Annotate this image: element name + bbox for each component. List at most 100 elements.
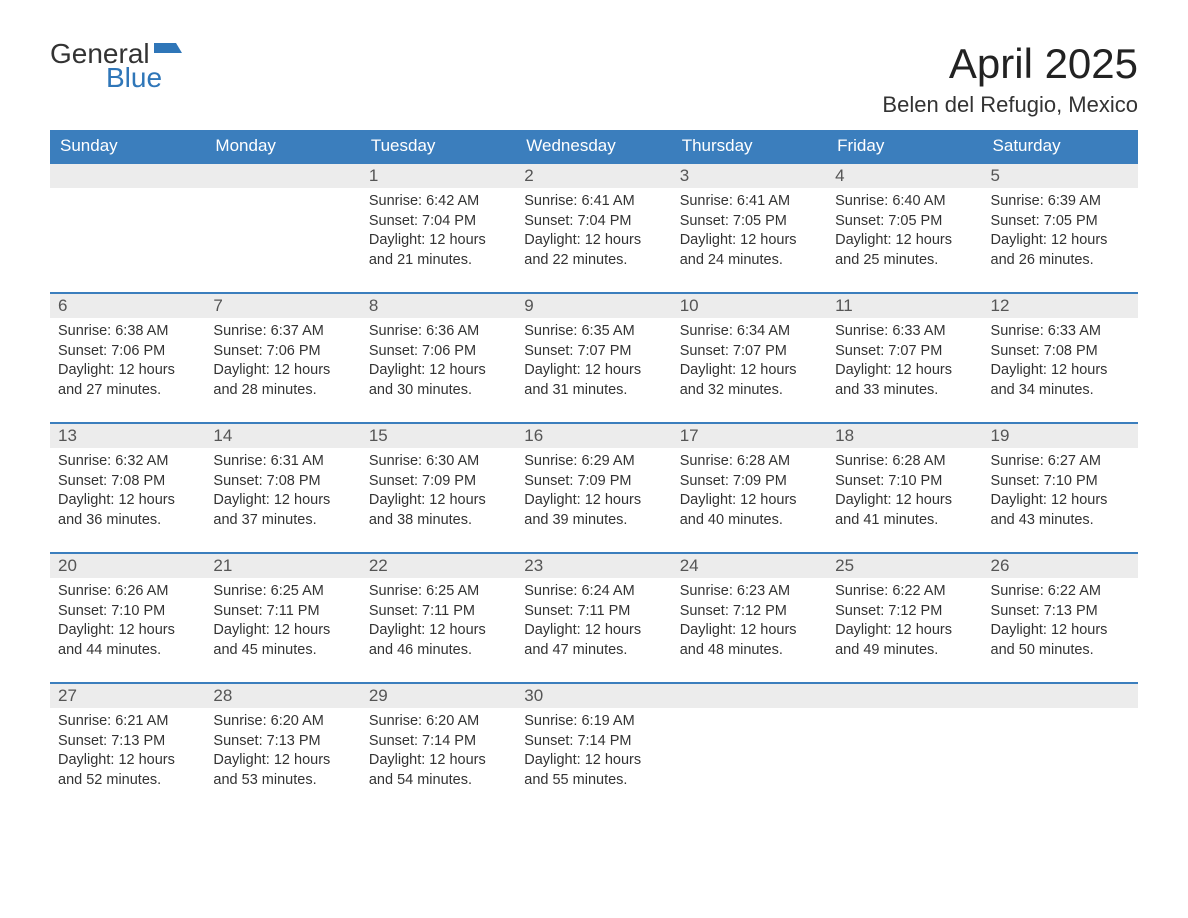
calendar-cell bbox=[827, 683, 982, 813]
day-details: Sunrise: 6:38 AMSunset: 7:06 PMDaylight:… bbox=[50, 318, 205, 408]
calendar-cell: 10Sunrise: 6:34 AMSunset: 7:07 PMDayligh… bbox=[672, 293, 827, 423]
sunrise-text: Sunrise: 6:25 AM bbox=[213, 582, 352, 602]
day-number: 20 bbox=[50, 554, 205, 578]
sunrise-text: Sunrise: 6:42 AM bbox=[369, 192, 508, 212]
sunset-text: Sunset: 7:10 PM bbox=[835, 472, 974, 492]
day-number bbox=[50, 164, 205, 188]
day-number bbox=[827, 684, 982, 708]
calendar-cell: 6Sunrise: 6:38 AMSunset: 7:06 PMDaylight… bbox=[50, 293, 205, 423]
day-details: Sunrise: 6:23 AMSunset: 7:12 PMDaylight:… bbox=[672, 578, 827, 668]
day-number: 18 bbox=[827, 424, 982, 448]
day-details: Sunrise: 6:41 AMSunset: 7:04 PMDaylight:… bbox=[516, 188, 671, 278]
day-number: 3 bbox=[672, 164, 827, 188]
sunrise-text: Sunrise: 6:30 AM bbox=[369, 452, 508, 472]
day-number: 19 bbox=[983, 424, 1138, 448]
daylight-text: Daylight: 12 hours and 44 minutes. bbox=[58, 621, 197, 660]
day-details: Sunrise: 6:31 AMSunset: 7:08 PMDaylight:… bbox=[205, 448, 360, 538]
sunrise-text: Sunrise: 6:31 AM bbox=[213, 452, 352, 472]
day-details: Sunrise: 6:29 AMSunset: 7:09 PMDaylight:… bbox=[516, 448, 671, 538]
calendar-cell: 24Sunrise: 6:23 AMSunset: 7:12 PMDayligh… bbox=[672, 553, 827, 683]
sunrise-text: Sunrise: 6:39 AM bbox=[991, 192, 1130, 212]
sunset-text: Sunset: 7:08 PM bbox=[213, 472, 352, 492]
calendar-cell: 18 Sunrise: 6:28 AMSunset: 7:10 PMDayligh… bbox=[827, 423, 982, 553]
day-details: Sunrise: 6:33 AMSunset: 7:07 PMDaylight:… bbox=[827, 318, 982, 408]
calendar-cell: 15Sunrise: 6:30 AMSunset: 7:09 PMDayligh… bbox=[361, 423, 516, 553]
daylight-text: Daylight: 12 hours and 39 minutes. bbox=[524, 491, 663, 530]
weekday-header-row: Sunday Monday Tuesday Wednesday Thursday… bbox=[50, 130, 1138, 163]
sunset-text: Sunset: 7:12 PM bbox=[835, 602, 974, 622]
sunrise-text: Sunrise: 6:27 AM bbox=[991, 452, 1130, 472]
daylight-text: Daylight: 12 hours and 41 minutes. bbox=[835, 491, 974, 530]
day-number: 22 bbox=[361, 554, 516, 578]
calendar-cell: 25Sunrise: 6:22 AMSunset: 7:12 PMDayligh… bbox=[827, 553, 982, 683]
day-number: 23 bbox=[516, 554, 671, 578]
sunset-text: Sunset: 7:07 PM bbox=[835, 342, 974, 362]
sunrise-text: Sunrise: 6:38 AM bbox=[58, 322, 197, 342]
title-block: April 2025 Belen del Refugio, Mexico bbox=[882, 40, 1138, 118]
calendar-cell bbox=[50, 163, 205, 293]
daylight-text: Daylight: 12 hours and 43 minutes. bbox=[991, 491, 1130, 530]
day-number: 15 bbox=[361, 424, 516, 448]
daylight-text: Daylight: 12 hours and 55 minutes. bbox=[524, 751, 663, 790]
sunrise-text: Sunrise: 6:19 AM bbox=[524, 712, 663, 732]
sunrise-text: Sunrise: 6:32 AM bbox=[58, 452, 197, 472]
day-details: Sunrise: 6:35 AMSunset: 7:07 PMDaylight:… bbox=[516, 318, 671, 408]
sunrise-text: Sunrise: 6:20 AM bbox=[369, 712, 508, 732]
calendar-cell: 21Sunrise: 6:25 AMSunset: 7:11 PMDayligh… bbox=[205, 553, 360, 683]
sunset-text: Sunset: 7:13 PM bbox=[213, 732, 352, 752]
sunset-text: Sunset: 7:05 PM bbox=[991, 212, 1130, 232]
sunset-text: Sunset: 7:10 PM bbox=[991, 472, 1130, 492]
sunrise-text: Sunrise: 6:41 AM bbox=[524, 192, 663, 212]
calendar-week-row: 20Sunrise: 6:26 AMSunset: 7:10 PMDayligh… bbox=[50, 553, 1138, 683]
calendar-cell: 29Sunrise: 6:20 AMSunset: 7:14 PMDayligh… bbox=[361, 683, 516, 813]
calendar-cell: 11Sunrise: 6:33 AMSunset: 7:07 PMDayligh… bbox=[827, 293, 982, 423]
daylight-text: Daylight: 12 hours and 24 minutes. bbox=[680, 231, 819, 270]
calendar-cell: 16Sunrise: 6:29 AMSunset: 7:09 PMDayligh… bbox=[516, 423, 671, 553]
weekday-header: Saturday bbox=[983, 130, 1138, 163]
daylight-text: Daylight: 12 hours and 50 minutes. bbox=[991, 621, 1130, 660]
daylight-text: Daylight: 12 hours and 54 minutes. bbox=[369, 751, 508, 790]
calendar-cell bbox=[205, 163, 360, 293]
sunrise-text: Sunrise: 6:23 AM bbox=[680, 582, 819, 602]
calendar-week-row: 27Sunrise: 6:21 AMSunset: 7:13 PMDayligh… bbox=[50, 683, 1138, 813]
sunrise-text: Sunrise: 6:28 AM bbox=[835, 452, 974, 472]
daylight-text: Daylight: 12 hours and 25 minutes. bbox=[835, 231, 974, 270]
sunset-text: Sunset: 7:11 PM bbox=[369, 602, 508, 622]
calendar-week-row: 13Sunrise: 6:32 AMSunset: 7:08 PMDayligh… bbox=[50, 423, 1138, 553]
sunset-text: Sunset: 7:06 PM bbox=[213, 342, 352, 362]
logo: General Blue bbox=[50, 40, 182, 92]
day-number: 4 bbox=[827, 164, 982, 188]
calendar-cell: 5Sunrise: 6:39 AMSunset: 7:05 PMDaylight… bbox=[983, 163, 1138, 293]
day-details: Sunrise: 6:24 AMSunset: 7:11 PMDaylight:… bbox=[516, 578, 671, 668]
day-details: Sunrise: 6:19 AMSunset: 7:14 PMDaylight:… bbox=[516, 708, 671, 798]
day-details: Sunrise: 6:27 AMSunset: 7:10 PMDaylight:… bbox=[983, 448, 1138, 538]
sunset-text: Sunset: 7:14 PM bbox=[524, 732, 663, 752]
calendar-cell: 13Sunrise: 6:32 AMSunset: 7:08 PMDayligh… bbox=[50, 423, 205, 553]
sunset-text: Sunset: 7:10 PM bbox=[58, 602, 197, 622]
sunrise-text: Sunrise: 6:24 AM bbox=[524, 582, 663, 602]
daylight-text: Daylight: 12 hours and 40 minutes. bbox=[680, 491, 819, 530]
day-details: Sunrise: 6:36 AMSunset: 7:06 PMDaylight:… bbox=[361, 318, 516, 408]
daylight-text: Daylight: 12 hours and 30 minutes. bbox=[369, 361, 508, 400]
day-details: Sunrise: 6:33 AMSunset: 7:08 PMDaylight:… bbox=[983, 318, 1138, 408]
day-number: 26 bbox=[983, 554, 1138, 578]
sunset-text: Sunset: 7:09 PM bbox=[524, 472, 663, 492]
day-details: Sunrise: 6:20 AMSunset: 7:13 PMDaylight:… bbox=[205, 708, 360, 798]
day-number: 21 bbox=[205, 554, 360, 578]
calendar-cell bbox=[983, 683, 1138, 813]
sunset-text: Sunset: 7:13 PM bbox=[991, 602, 1130, 622]
day-number: 2 bbox=[516, 164, 671, 188]
sunset-text: Sunset: 7:08 PM bbox=[58, 472, 197, 492]
sunset-text: Sunset: 7:04 PM bbox=[369, 212, 508, 232]
calendar-cell: 27Sunrise: 6:21 AMSunset: 7:13 PMDayligh… bbox=[50, 683, 205, 813]
sunrise-text: Sunrise: 6:33 AM bbox=[991, 322, 1130, 342]
day-details: Sunrise: 6:32 AMSunset: 7:08 PMDaylight:… bbox=[50, 448, 205, 538]
sunrise-text: Sunrise: 6:33 AM bbox=[835, 322, 974, 342]
daylight-text: Daylight: 12 hours and 52 minutes. bbox=[58, 751, 197, 790]
day-details: Sunrise: 6:28 AMSunset: 7:09 PMDaylight:… bbox=[672, 448, 827, 538]
calendar-cell: 22Sunrise: 6:25 AMSunset: 7:11 PMDayligh… bbox=[361, 553, 516, 683]
calendar-cell: 23Sunrise: 6:24 AMSunset: 7:11 PMDayligh… bbox=[516, 553, 671, 683]
daylight-text: Daylight: 12 hours and 53 minutes. bbox=[213, 751, 352, 790]
daylight-text: Daylight: 12 hours and 22 minutes. bbox=[524, 231, 663, 270]
sunset-text: Sunset: 7:06 PM bbox=[58, 342, 197, 362]
